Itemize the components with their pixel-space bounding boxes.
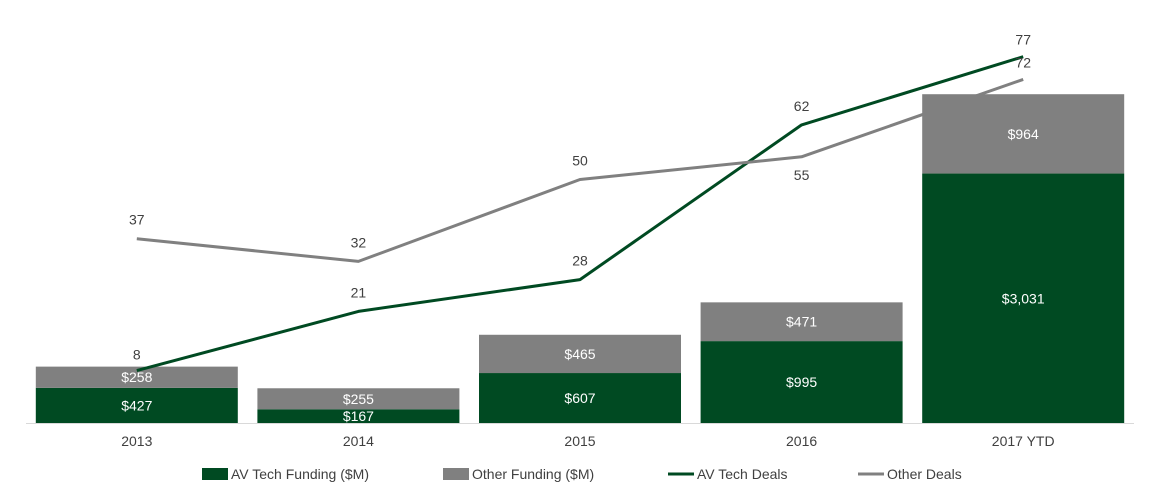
bar-label-other-funding-m-2015: $465 — [564, 346, 595, 362]
bar-other-funding-m-2016 — [700, 302, 903, 342]
bar-label-av-tech-funding-m-2016: $995 — [786, 374, 817, 390]
bar-other-funding-m-2017-ytd — [922, 94, 1125, 174]
bar-label-other-funding-m-2014: $255 — [343, 391, 374, 407]
point-label-other-deals-2015: 50 — [572, 153, 588, 169]
legend-item-other-funding-m: Other Funding ($M) — [443, 466, 594, 482]
bar-label-av-tech-funding-m-2013: $427 — [121, 397, 152, 413]
legend-item-other-deals: Other Deals — [858, 466, 962, 482]
bar-av-tech-funding-m-2016 — [700, 341, 903, 423]
bar-label-other-funding-m-2013: $258 — [121, 369, 152, 385]
bar-av-tech-funding-m-2015 — [479, 373, 681, 423]
legend-item-av-tech-funding-m: AV Tech Funding ($M) — [202, 466, 369, 482]
x-tick-2015: 2015 — [564, 433, 595, 449]
bar-av-tech-funding-m-2013 — [35, 387, 238, 423]
point-label-other-deals-2017-ytd: 72 — [1015, 54, 1031, 70]
x-tick-2014: 2014 — [343, 433, 374, 449]
legend-item-av-tech-deals: AV Tech Deals — [668, 466, 788, 482]
point-label-other-deals-2013: 37 — [129, 212, 145, 228]
legend-label-other-deals: Other Deals — [887, 466, 962, 482]
bar-av-tech-funding-m-2017-ytd — [922, 173, 1125, 423]
line-other-deals — [136, 77, 1024, 263]
point-label-other-deals-2016: 55 — [794, 167, 810, 183]
line-av-tech-deals — [136, 55, 1024, 373]
point-label-av-tech-deals-2017-ytd: 77 — [1015, 32, 1031, 48]
bar-label-other-funding-m-2017-ytd: $964 — [1008, 126, 1039, 142]
legend-swatch-other-funding-m — [443, 468, 469, 480]
bar-label-av-tech-funding-m-2017-ytd: $3,031 — [1002, 290, 1045, 306]
legend-label-other-funding-m: Other Funding ($M) — [472, 466, 594, 482]
bar-other-funding-m-2014 — [257, 388, 460, 410]
bar-av-tech-funding-m-2014 — [257, 409, 460, 423]
x-tick-labels: 2013 2014 2015 2016 2017 YTD — [121, 433, 1054, 449]
bars-layer: $427 $167 $607 $995 $3,031 $258 $255 $465 $471 $9… — [35, 94, 1125, 424]
x-tick-2017-ytd: 2017 YTD — [992, 433, 1055, 449]
point-label-av-tech-deals-2016: 62 — [794, 98, 810, 114]
bar-label-av-tech-funding-m-2014: $167 — [343, 408, 374, 424]
point-label-av-tech-deals-2015: 28 — [572, 253, 588, 269]
point-label-av-tech-deals-2014: 21 — [351, 284, 367, 300]
bar-other-funding-m-2015 — [479, 334, 681, 374]
legend-swatch-av-tech-funding-m — [202, 468, 228, 480]
bar-label-av-tech-funding-m-2015: $607 — [564, 390, 595, 406]
legend-label-av-tech-deals: AV Tech Deals — [697, 466, 788, 482]
bar-label-other-funding-m-2016: $471 — [786, 314, 817, 330]
point-label-other-deals-2014: 32 — [351, 234, 367, 250]
x-tick-2013: 2013 — [121, 433, 152, 449]
point-label-av-tech-deals-2013: 8 — [133, 347, 141, 363]
x-tick-2016: 2016 — [786, 433, 817, 449]
legend: AV Tech Funding ($M) Other Funding ($M) AV… — [202, 466, 962, 482]
legend-label-av-tech-funding-m: AV Tech Funding ($M) — [231, 466, 369, 482]
bar-other-funding-m-2013 — [35, 366, 238, 388]
lines-layer: 8 21 28 62 77 37 32 50 55 72 — [129, 32, 1031, 373]
